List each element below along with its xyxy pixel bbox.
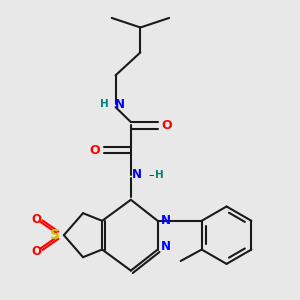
Text: N: N [132,168,142,182]
Text: –: – [148,170,154,180]
Text: O: O [31,245,41,258]
Text: N: N [115,98,125,111]
Text: O: O [31,213,41,226]
Text: O: O [161,118,172,132]
Text: O: O [90,143,100,157]
Text: S: S [50,228,60,242]
Text: N: N [161,240,171,253]
Text: N: N [161,214,171,227]
Text: H: H [100,99,109,109]
Text: H: H [154,170,163,180]
